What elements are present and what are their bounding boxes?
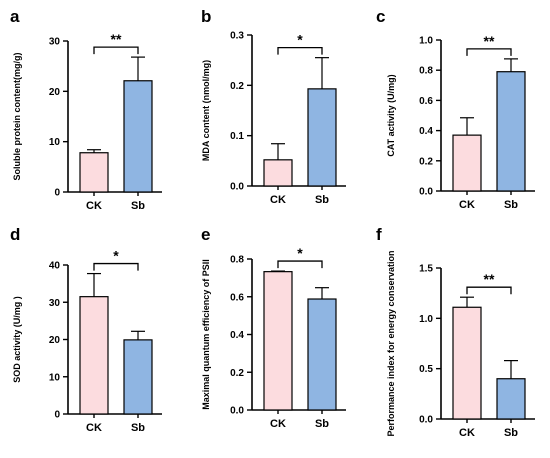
x-tick-label-CK: CK bbox=[459, 199, 475, 211]
panel-d: d SOD activity (U/mg ) 0 10 20 30 40 CK Sb * bbox=[10, 225, 162, 434]
significance-bracket bbox=[277, 47, 323, 55]
y-axis-label: Performance index for energy conservatio… bbox=[386, 250, 396, 436]
significance-marker: ** bbox=[484, 33, 495, 49]
y-tick-label: 0.2 bbox=[230, 368, 244, 379]
significance-bracket bbox=[93, 262, 139, 271]
y-tick-label: 0.4 bbox=[419, 126, 433, 137]
significance-marker: * bbox=[113, 248, 119, 264]
panel-letter: a bbox=[10, 7, 20, 26]
x-tick-label-Sb: Sb bbox=[504, 199, 518, 211]
y-tick-label: 0.4 bbox=[230, 330, 244, 341]
y-tick-label: 0.0 bbox=[419, 187, 433, 198]
y-tick-label: 0.6 bbox=[230, 292, 244, 303]
x-tick-label-Sb: Sb bbox=[315, 194, 329, 206]
y-tick-label: 0.0 bbox=[230, 406, 244, 417]
bar-Sb bbox=[496, 378, 526, 420]
bar-Sb bbox=[496, 71, 526, 192]
y-tick-label: 30 bbox=[49, 37, 61, 48]
significance-bracket bbox=[277, 260, 323, 269]
y-tick-label: 20 bbox=[49, 335, 61, 346]
y-tick-label: 0.8 bbox=[419, 66, 433, 77]
y-axis-label: MDA content (nmol/mg) bbox=[201, 60, 211, 161]
bar-CK bbox=[79, 296, 109, 415]
significance-marker: ** bbox=[111, 31, 122, 47]
bar-CK bbox=[452, 134, 482, 192]
x-tick-label-CK: CK bbox=[270, 194, 286, 206]
panel-letter: e bbox=[201, 225, 210, 244]
panel-e: e Maximal quantum efficiency of PSII 0.0 0.… bbox=[201, 225, 346, 430]
y-tick-label: 0.1 bbox=[230, 131, 244, 142]
panel-c: c CAT activity (U/mg) 0.0 0.2 0.4 0.6 0.8 1.0 CK… bbox=[376, 7, 535, 211]
x-tick-label-CK: CK bbox=[270, 418, 286, 430]
y-tick-label: 0.0 bbox=[419, 415, 433, 426]
x-tick-label-Sb: Sb bbox=[504, 427, 518, 439]
panel-f: f Performance index for energy conservati… bbox=[376, 225, 535, 439]
significance-bracket bbox=[93, 46, 139, 55]
bar-CK bbox=[452, 306, 482, 420]
bar-Sb bbox=[123, 80, 153, 193]
y-tick-label: 1.0 bbox=[419, 314, 433, 325]
y-tick-label: 0.8 bbox=[230, 255, 244, 266]
y-tick-label: 20 bbox=[49, 87, 61, 98]
y-tick-label: 1.0 bbox=[419, 36, 433, 47]
y-tick-label: 10 bbox=[49, 372, 61, 383]
x-tick-label-CK: CK bbox=[86, 422, 102, 434]
significance-marker: ** bbox=[484, 271, 495, 287]
x-tick-label-CK: CK bbox=[86, 200, 102, 212]
y-tick-label: 1.5 bbox=[419, 264, 433, 275]
significance-marker: * bbox=[297, 32, 303, 48]
y-tick-label: 30 bbox=[49, 298, 61, 309]
panel-letter: d bbox=[10, 225, 20, 244]
y-axis-label: Maximal quantum efficiency of PSII bbox=[201, 259, 211, 410]
y-tick-label: 0 bbox=[54, 410, 60, 421]
y-tick-label: 0 bbox=[54, 188, 60, 199]
y-tick-label: 0.2 bbox=[419, 156, 433, 167]
y-axis-label: Soluble protein content(mg/g) bbox=[12, 53, 22, 181]
y-tick-label: 40 bbox=[49, 261, 61, 272]
bar-Sb bbox=[123, 339, 153, 415]
x-tick-label-Sb: Sb bbox=[131, 422, 145, 434]
panel-a: a Soluble protein content(mg/g) 0 10 20 30 CK S… bbox=[10, 7, 162, 212]
y-tick-label: 0.3 bbox=[230, 31, 244, 42]
y-axis-label: CAT activity (U/mg) bbox=[386, 74, 396, 156]
y-tick-label: 0.6 bbox=[419, 96, 433, 107]
bar-Sb bbox=[307, 88, 337, 187]
significance-bracket bbox=[466, 286, 512, 295]
panel-letter: f bbox=[376, 225, 382, 244]
panel-b: b MDA content (nmol/mg) 0.0 0.1 0.2 0.3 CK Sb * bbox=[201, 7, 346, 206]
bar-CK bbox=[79, 152, 109, 193]
panel-letter: c bbox=[376, 7, 385, 26]
y-tick-label: 10 bbox=[49, 137, 61, 148]
x-tick-label-CK: CK bbox=[459, 427, 475, 439]
significance-marker: * bbox=[297, 245, 303, 261]
x-tick-label-Sb: Sb bbox=[315, 418, 329, 430]
y-tick-label: 0.0 bbox=[230, 182, 244, 193]
y-tick-label: 0.2 bbox=[230, 81, 244, 92]
bar-CK bbox=[263, 271, 293, 411]
bar-Sb bbox=[307, 298, 337, 411]
y-tick-label: 0.5 bbox=[419, 364, 433, 375]
bar-CK bbox=[263, 159, 293, 187]
significance-bracket bbox=[466, 48, 512, 56]
panel-letter: b bbox=[201, 7, 211, 26]
y-axis-label: SOD activity (U/mg ) bbox=[12, 296, 22, 383]
x-tick-label-Sb: Sb bbox=[131, 200, 145, 212]
